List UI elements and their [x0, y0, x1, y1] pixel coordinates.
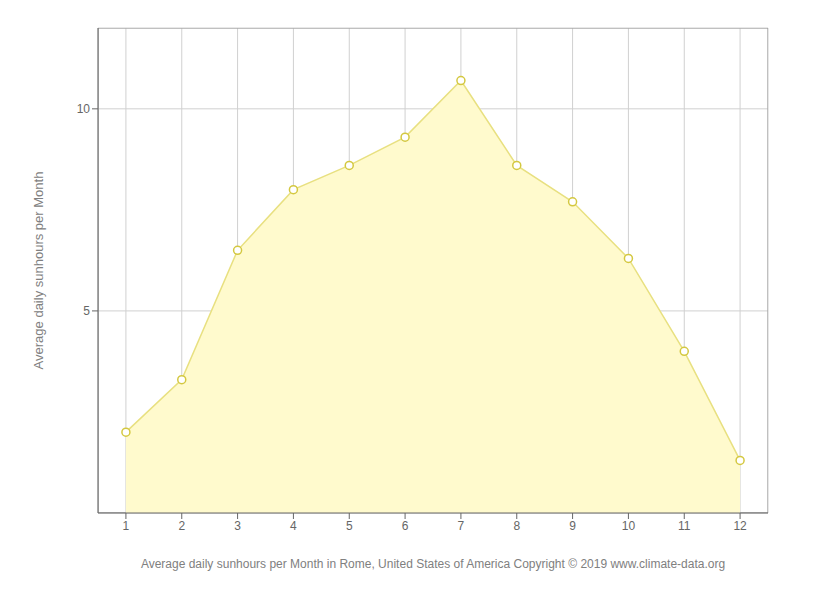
svg-text:5: 5 — [83, 304, 90, 318]
svg-text:10: 10 — [622, 519, 636, 533]
svg-text:6: 6 — [402, 519, 409, 533]
svg-text:3: 3 — [234, 519, 241, 533]
svg-text:11: 11 — [678, 519, 691, 533]
svg-text:8: 8 — [513, 519, 520, 533]
svg-text:10: 10 — [77, 102, 91, 116]
svg-text:12: 12 — [733, 519, 747, 533]
svg-text:4: 4 — [290, 519, 297, 533]
svg-text:7: 7 — [458, 519, 465, 533]
svg-text:Average daily sunhours per Mon: Average daily sunhours per Month in Rome… — [141, 557, 725, 571]
svg-text:2: 2 — [178, 519, 185, 533]
svg-text:9: 9 — [569, 519, 576, 533]
svg-text:5: 5 — [346, 519, 353, 533]
svg-text:1: 1 — [123, 519, 130, 533]
svg-text:Average daily sunhours per Mon: Average daily sunhours per Month — [31, 172, 46, 370]
